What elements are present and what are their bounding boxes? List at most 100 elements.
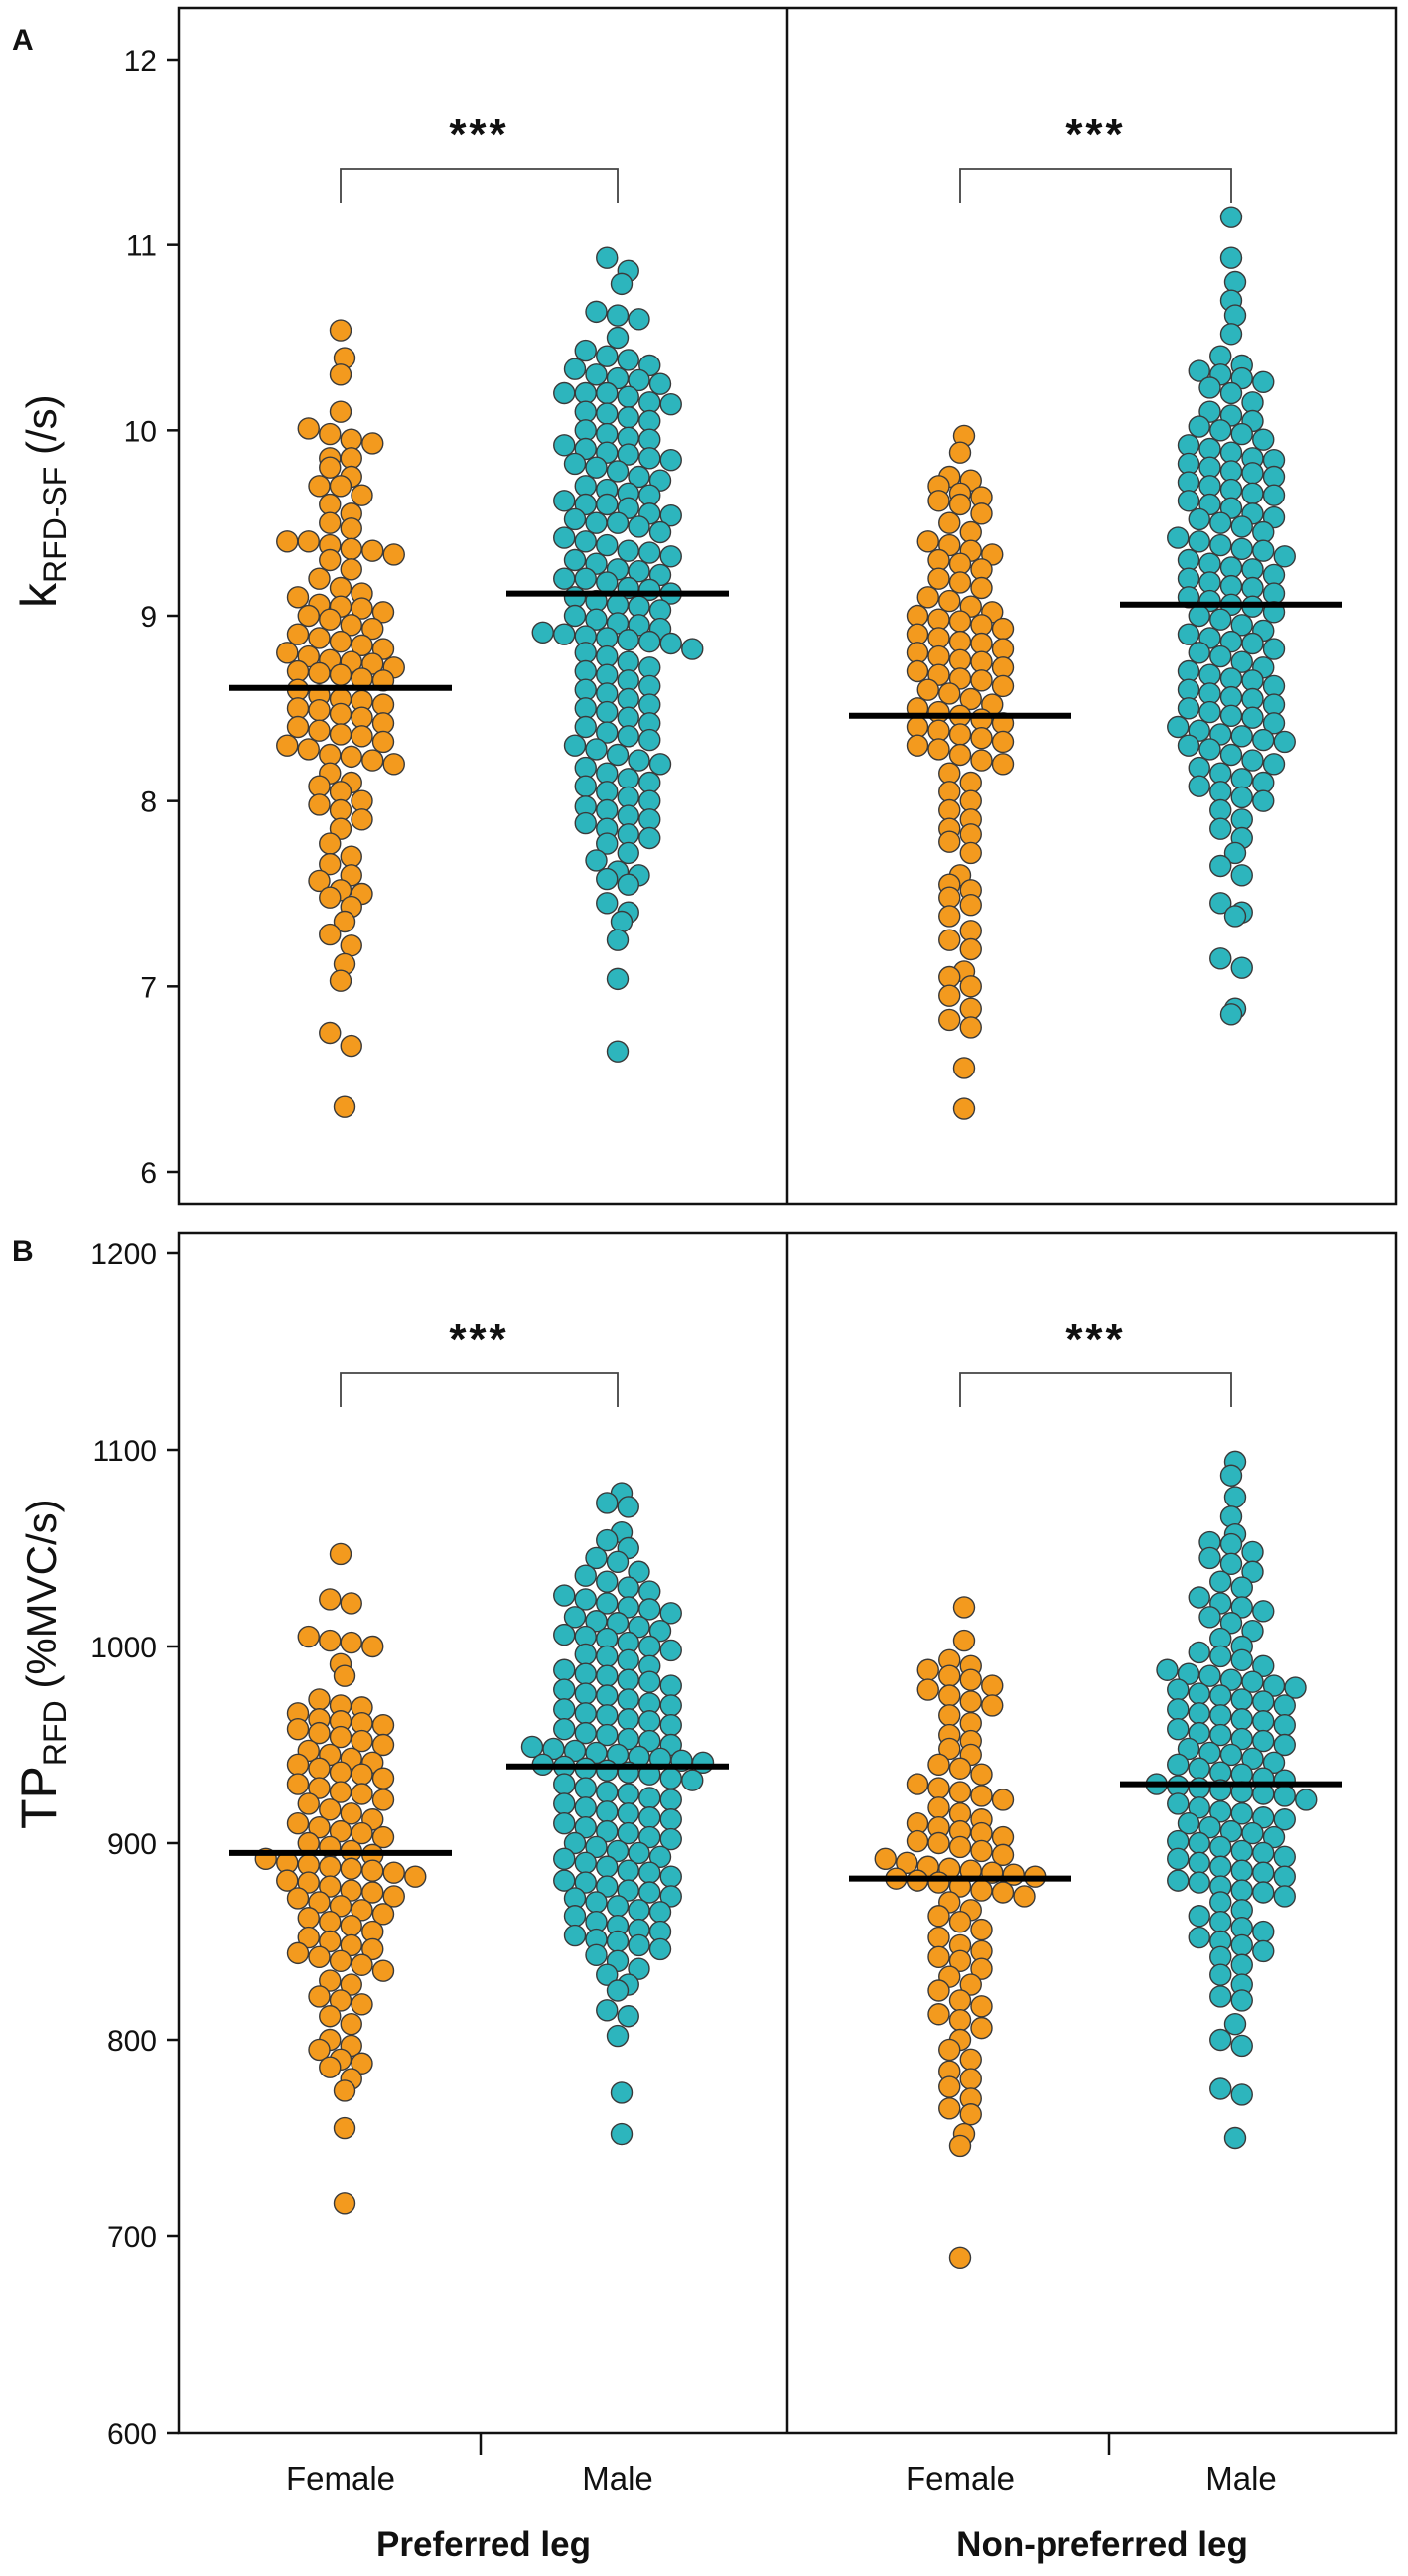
data-point-male [1177, 471, 1200, 494]
data-point-male [638, 771, 661, 794]
data-point-female [906, 659, 929, 683]
significance-label: *** [1065, 110, 1125, 159]
data-point-male [1230, 1576, 1253, 1599]
data-point-female [938, 2075, 961, 2098]
data-point-male [596, 381, 619, 405]
data-point-male [1223, 270, 1247, 294]
data-point-male [1177, 1811, 1200, 1835]
data-point-female [329, 702, 352, 726]
data-point-female [970, 502, 993, 525]
data-point-male [659, 1885, 682, 1908]
data-point-female [991, 656, 1015, 679]
data-point-female [991, 753, 1015, 776]
data-point-male [596, 1492, 619, 1514]
data-point-female [351, 597, 373, 620]
data-point-male [563, 1606, 587, 1629]
data-point-male [596, 892, 619, 915]
data-point-male [596, 1645, 619, 1668]
data-point-female [329, 1761, 352, 1784]
data-point-female [319, 456, 342, 479]
data-point-male [638, 428, 661, 451]
data-point-male [1230, 1989, 1253, 2012]
data-point-female [959, 2103, 982, 2126]
panel-b-data-points [254, 1450, 1318, 2269]
data-point-female [938, 2038, 961, 2062]
data-point-female [329, 630, 352, 653]
data-point-male [1230, 515, 1253, 538]
data-point-female [340, 845, 362, 868]
data-point-female [970, 1763, 993, 1786]
data-point-male [638, 630, 661, 653]
y-tick-label: 600 [107, 2418, 157, 2451]
data-point-female [970, 1957, 993, 1980]
data-point-male [1209, 608, 1232, 631]
data-point-female [927, 719, 950, 742]
data-point-male [596, 246, 619, 269]
data-point-male [1198, 1664, 1221, 1687]
data-point-male [1223, 1486, 1247, 1508]
data-point-male [606, 1895, 630, 1918]
data-point-female [927, 1871, 950, 1894]
data-point-female [297, 417, 320, 440]
data-point-male [596, 627, 619, 649]
data-point-male [606, 929, 630, 951]
y-tick-label: 8 [140, 787, 157, 819]
y-tick-label: 1100 [92, 1435, 157, 1468]
data-point-female [340, 1034, 362, 1058]
data-point-male [1188, 604, 1210, 628]
data-point-female [959, 1016, 982, 1039]
data-point-female [927, 738, 950, 761]
data-point-male [617, 443, 639, 466]
data-point-male [606, 593, 630, 616]
data-point-male [1262, 693, 1286, 716]
data-point-male [617, 1802, 639, 1825]
data-point-female [308, 1891, 331, 1914]
data-point-female [351, 725, 373, 748]
data-point-male [1223, 2126, 1247, 2150]
data-point-male [1198, 552, 1221, 575]
data-point-male [1219, 667, 1243, 690]
data-point-female [333, 910, 356, 933]
data-point-male [606, 460, 630, 483]
x-label-female-nonpreferred: Female [906, 2460, 1015, 2497]
data-point-male [1177, 623, 1200, 645]
data-point-male [638, 409, 661, 433]
data-point-male [1209, 1704, 1232, 1727]
x-label-female-preferred: Female [286, 2460, 395, 2497]
data-point-female [948, 2246, 972, 2269]
data-point-male [1209, 854, 1232, 878]
data-point-female [308, 661, 331, 685]
data-point-female [959, 687, 982, 711]
data-point-male [606, 304, 630, 327]
data-point-male [659, 1767, 682, 1789]
data-point-male [659, 1639, 682, 1662]
data-point-female [927, 2003, 950, 2026]
data-point-female [970, 1918, 993, 1941]
data-point-female [948, 1835, 972, 1859]
data-point-male [1252, 1939, 1275, 1963]
data-point-male [596, 867, 619, 891]
data-point-female [319, 923, 342, 946]
data-point-male [648, 1937, 672, 1961]
data-point-male [553, 1811, 576, 1835]
data-point-female [959, 771, 982, 794]
data-point-male [617, 1783, 639, 1805]
data-point-male [1219, 246, 1243, 269]
data-point-male [1262, 638, 1286, 660]
data-point-male [1230, 2083, 1253, 2106]
data-point-female [286, 659, 310, 683]
data-point-male [638, 808, 661, 831]
data-point-female [991, 1881, 1015, 1904]
significance-label: *** [449, 110, 508, 159]
data-point-male [574, 697, 597, 720]
data-point-female [959, 841, 982, 865]
data-point-male [574, 475, 597, 498]
data-point-male [563, 548, 587, 572]
data-point-female [351, 1899, 373, 1922]
data-point-female [286, 623, 310, 645]
data-point-female [308, 1777, 331, 1799]
data-point-male [1209, 781, 1232, 803]
data-point-male [1198, 475, 1221, 498]
data-point-female [371, 730, 395, 754]
data-point-male [1167, 1717, 1190, 1741]
